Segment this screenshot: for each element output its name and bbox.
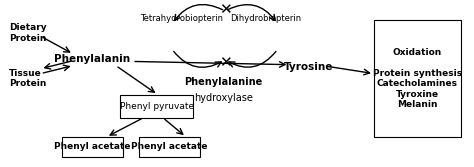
FancyBboxPatch shape	[62, 137, 123, 156]
Text: Phenyl acetate: Phenyl acetate	[54, 142, 130, 151]
Text: Phenylalanine: Phenylalanine	[184, 77, 263, 87]
FancyBboxPatch shape	[120, 95, 193, 118]
Text: Tyrosine: Tyrosine	[283, 62, 333, 72]
Text: Tetrahydrobiopterin: Tetrahydrobiopterin	[140, 14, 223, 23]
Text: Phenyl acetate: Phenyl acetate	[131, 142, 208, 151]
Text: ✕: ✕	[219, 56, 231, 70]
Text: Dihydrobiopterin: Dihydrobiopterin	[230, 14, 301, 23]
Text: Tissue
Protein: Tissue Protein	[9, 69, 46, 88]
Text: Dietary
Protein: Dietary Protein	[9, 23, 47, 43]
Text: ✕: ✕	[219, 2, 231, 17]
Text: Oxidation

Protein synthesis
Catecholamines
Tyroxine
Melanin: Oxidation Protein synthesis Catecholamin…	[373, 48, 462, 109]
FancyBboxPatch shape	[139, 137, 200, 156]
Text: Phenyl pyruvate: Phenyl pyruvate	[120, 102, 194, 111]
Text: hydroxylase: hydroxylase	[194, 93, 253, 103]
FancyBboxPatch shape	[374, 20, 461, 137]
Text: Phenylalanin: Phenylalanin	[54, 54, 130, 64]
